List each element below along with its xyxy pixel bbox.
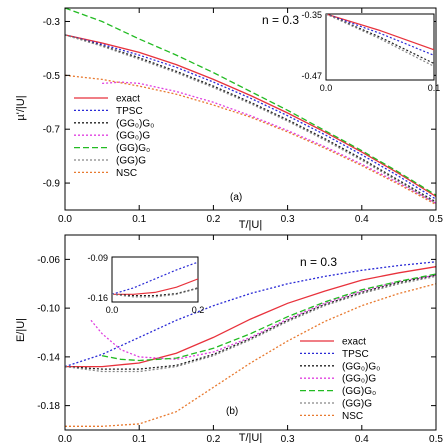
inset-frame	[325, 13, 435, 81]
inset-x-tick-label: 0.0	[320, 83, 333, 93]
inset-lines	[112, 261, 198, 298]
series-line-5	[65, 34, 436, 204]
series-line-3	[102, 81, 436, 204]
x-tick-label: 0.3	[281, 434, 295, 443]
inset-y-tick-label: -0.35	[301, 10, 322, 20]
inset-y-tick-label: -0.47	[301, 71, 322, 81]
series-line-5	[65, 275, 436, 373]
legend-label-4: (GG)G₀	[342, 386, 376, 397]
series-line-6	[65, 283, 436, 427]
y-tick-label: -0.06	[37, 255, 60, 266]
legend-label-6: NSC	[116, 168, 137, 179]
x-axis-label: T/|U|	[239, 432, 262, 443]
series-line-6	[65, 74, 436, 206]
panel-label: (b)	[226, 406, 238, 417]
series-line-1	[65, 261, 436, 368]
legend-label-0: exact	[342, 337, 366, 348]
y-tick-label: -0.18	[37, 401, 60, 412]
inset-x-tick-label: 0.0	[106, 305, 119, 315]
legend-label-2: (GG₀)G₀	[116, 118, 154, 129]
series-line-4	[65, 8, 436, 196]
series-line-2	[65, 274, 436, 370]
legend-label-4: (GG)G₀	[116, 143, 150, 154]
x-tick-label: 0.4	[355, 434, 369, 443]
inset-x-tick-label: 0.2	[192, 305, 205, 315]
legend-label-1: TPSC	[116, 106, 143, 117]
series-line-4	[101, 273, 436, 362]
inset-series-line-0	[112, 278, 198, 295]
legend-label-3: (GG₀)G	[116, 131, 150, 142]
series-line-1	[65, 34, 436, 200]
series-lines	[65, 8, 436, 206]
legend-label-1: TPSC	[342, 349, 369, 360]
y-tick-label: -0.10	[37, 304, 60, 315]
annotation-label: n = 0.3	[262, 13, 299, 27]
plot-frame	[64, 7, 437, 211]
legend-label-3: (GG₀)G	[342, 374, 376, 385]
inset: 0.0 0.2 -0.09 -0.16	[87, 253, 204, 315]
x-tick-label: 0.5	[429, 214, 443, 225]
series-line-0	[65, 266, 436, 368]
chart-panel-0: 0.0 0.1 0.2 0.3 0.4 0.5 -0.3 -0.5 -0.7 -0.9 T/|U| µ…	[15, 7, 443, 231]
series-line-2	[65, 34, 436, 203]
x-tick-label: 0.2	[206, 434, 220, 443]
y-tick-label: -0.9	[43, 179, 61, 190]
inset-series-line-0	[326, 14, 434, 51]
inset-y-tick-label: -0.09	[87, 253, 108, 263]
y-tick-label: -0.14	[37, 352, 60, 363]
legend-label-5: (GG)G	[116, 156, 146, 167]
x-tick-label: 0.1	[132, 434, 146, 443]
legend-label-2: (GG₀)G₀	[342, 361, 380, 372]
plot-frame	[64, 234, 437, 431]
x-tick-label: 0.0	[58, 214, 72, 225]
inset-series-line-2	[112, 287, 198, 297]
x-tick-label: 0.2	[206, 214, 220, 225]
inset-y-tick-label: -0.16	[87, 293, 108, 303]
x-tick-label: 0.5	[429, 434, 443, 443]
y-tick-label: -0.7	[43, 125, 61, 136]
y-tick-label: -0.3	[43, 17, 61, 28]
x-tick-label: 0.1	[132, 214, 146, 225]
legend-label-6: NSC	[342, 411, 363, 422]
inset-series-line-1	[112, 261, 198, 295]
legend-label-0: exact	[116, 94, 140, 105]
inset-x-tick-label: 0.1	[428, 83, 441, 93]
annotation-label: n = 0.3	[300, 255, 337, 269]
series-lines	[65, 261, 436, 427]
inset-series-line-1	[326, 14, 434, 56]
x-axis-label: T/|U|	[239, 219, 262, 231]
x-tick-label: 0.4	[355, 214, 369, 225]
y-axis-label: µ'/|U|	[15, 95, 27, 120]
inset-lines	[326, 14, 434, 67]
series-line-0	[65, 34, 436, 198]
x-tick-label: 0.3	[281, 214, 295, 225]
y-axis-label: E/|U|	[15, 318, 27, 342]
inset: 0.0 0.1 -0.35 -0.47	[301, 10, 440, 93]
panel-label: (a)	[230, 192, 242, 203]
y-tick-label: -0.5	[43, 71, 61, 82]
x-tick-label: 0.0	[58, 434, 72, 443]
inset-series-line-3	[112, 287, 198, 298]
legend-label-5: (GG)G	[342, 399, 372, 410]
chart-panel-1: 0.0 0.1 0.2 0.3 0.4 0.5 -0.06 -0.10 -0.14 -0.18 T/…	[15, 234, 443, 443]
series-line-3	[90, 274, 436, 360]
